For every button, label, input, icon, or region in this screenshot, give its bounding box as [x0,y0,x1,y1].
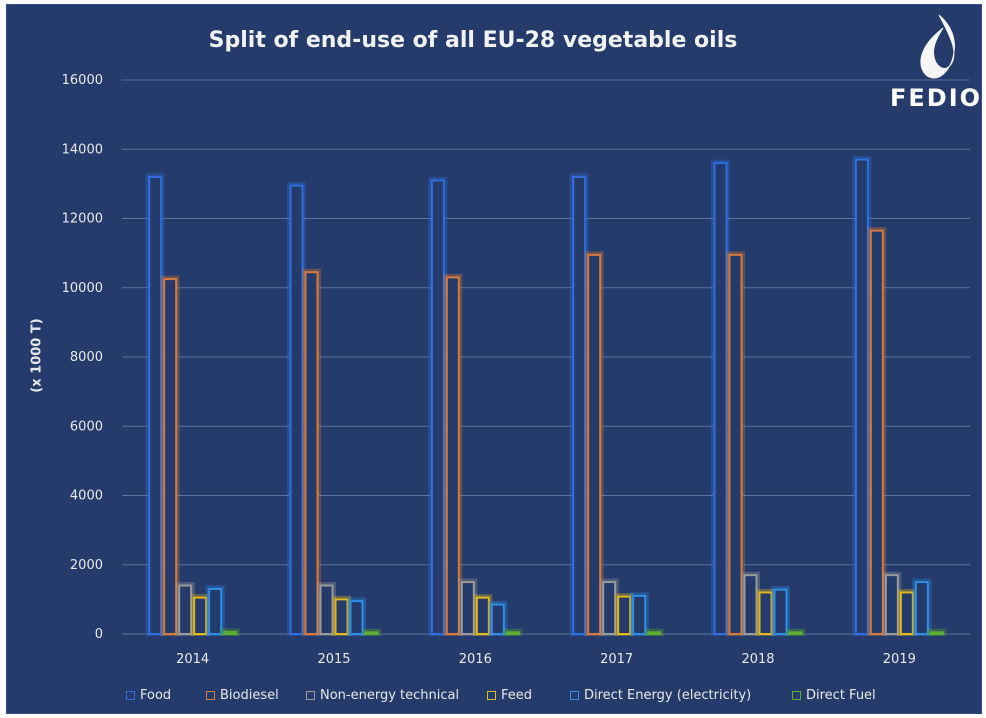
bar-direct-fuel-2019 [929,631,944,635]
legend-label: Direct Energy (electricity) [584,688,752,703]
bar-biodiesel-2014 [163,278,178,635]
bar-direct-fuel-2016 [505,631,520,635]
bar-non-energy-technical-2017 [602,581,617,635]
chart-title: Split of end-use of all EU-28 vegetable … [208,28,738,53]
legend-swatch [306,691,315,700]
bar-biodiesel-2015 [304,271,319,635]
bar-food-2017 [572,175,587,635]
legend-swatch [570,691,579,700]
legend-label: Feed [501,688,533,703]
bar-feed-2016 [475,596,490,635]
x-tick-label: 2016 [459,652,492,667]
legend-label: Non-energy technical [320,688,460,703]
bar-non-energy-technical-2019 [884,574,899,636]
bar-direct-fuel-2017 [647,631,662,635]
legend-label: Food [140,688,172,703]
y-tick-label: 6000 [70,419,103,434]
bar-biodiesel-2017 [587,253,602,635]
bar-food-2014 [148,175,163,635]
bar-direct-fuel-2018 [788,631,803,635]
bar-direct-energy-electricity--2014 [208,587,223,635]
bar-direct-energy-electricity--2017 [632,594,647,635]
chart-legend: Food Biodiesel Non-energy technical Feed Dir… [0,686,986,706]
x-tick-label: 2014 [176,652,209,667]
y-tick-label: 4000 [70,489,103,504]
bar-food-2019 [854,158,869,635]
bar-feed-2019 [899,591,914,636]
legend-swatch [206,691,215,700]
bar-biodiesel-2016 [445,276,460,635]
x-tick-label: 2018 [741,652,774,667]
y-tick-label: 0 [95,627,103,642]
bar-direct-fuel-2014 [223,630,238,635]
bar-food-2016 [430,179,445,635]
legend-label: Biodiesel [220,688,279,703]
bar-food-2015 [289,184,304,635]
bar-feed-2015 [334,598,349,635]
y-tick-label: 10000 [62,281,103,296]
bar-non-energy-technical-2014 [178,584,193,636]
bar-biodiesel-2019 [869,229,884,635]
legend-swatch [126,691,135,700]
bar-biodiesel-2018 [728,253,743,635]
legend-swatch [487,691,496,700]
bar-non-energy-technical-2018 [743,574,758,636]
legend-swatch [792,691,801,700]
bar-non-energy-technical-2016 [460,581,475,635]
oil-drop-icon [920,14,955,79]
bar-feed-2014 [193,596,208,635]
y-tick-label: 2000 [70,558,103,573]
bar-feed-2018 [758,591,773,636]
bar-food-2018 [713,162,728,635]
bar-feed-2017 [617,595,632,635]
y-tick-label: 8000 [70,350,103,365]
bar-direct-fuel-2015 [364,631,379,635]
y-tick-label: 16000 [62,73,103,88]
bar-non-energy-technical-2015 [319,584,334,636]
x-tick-label: 2015 [317,652,350,667]
x-tick-label: 2017 [600,652,633,667]
bar-direct-energy-electricity--2019 [914,581,929,635]
legend-label: Direct Fuel [806,688,876,703]
bar-direct-energy-electricity--2018 [773,588,788,635]
y-tick-label: 12000 [62,212,103,227]
fediol-logo-text: FEDIOL [890,84,986,112]
y-tick-label: 14000 [62,142,103,157]
x-tick-label: 2019 [883,652,916,667]
bar-direct-energy-electricity--2016 [490,603,505,635]
bar-direct-energy-electricity--2015 [349,600,364,636]
